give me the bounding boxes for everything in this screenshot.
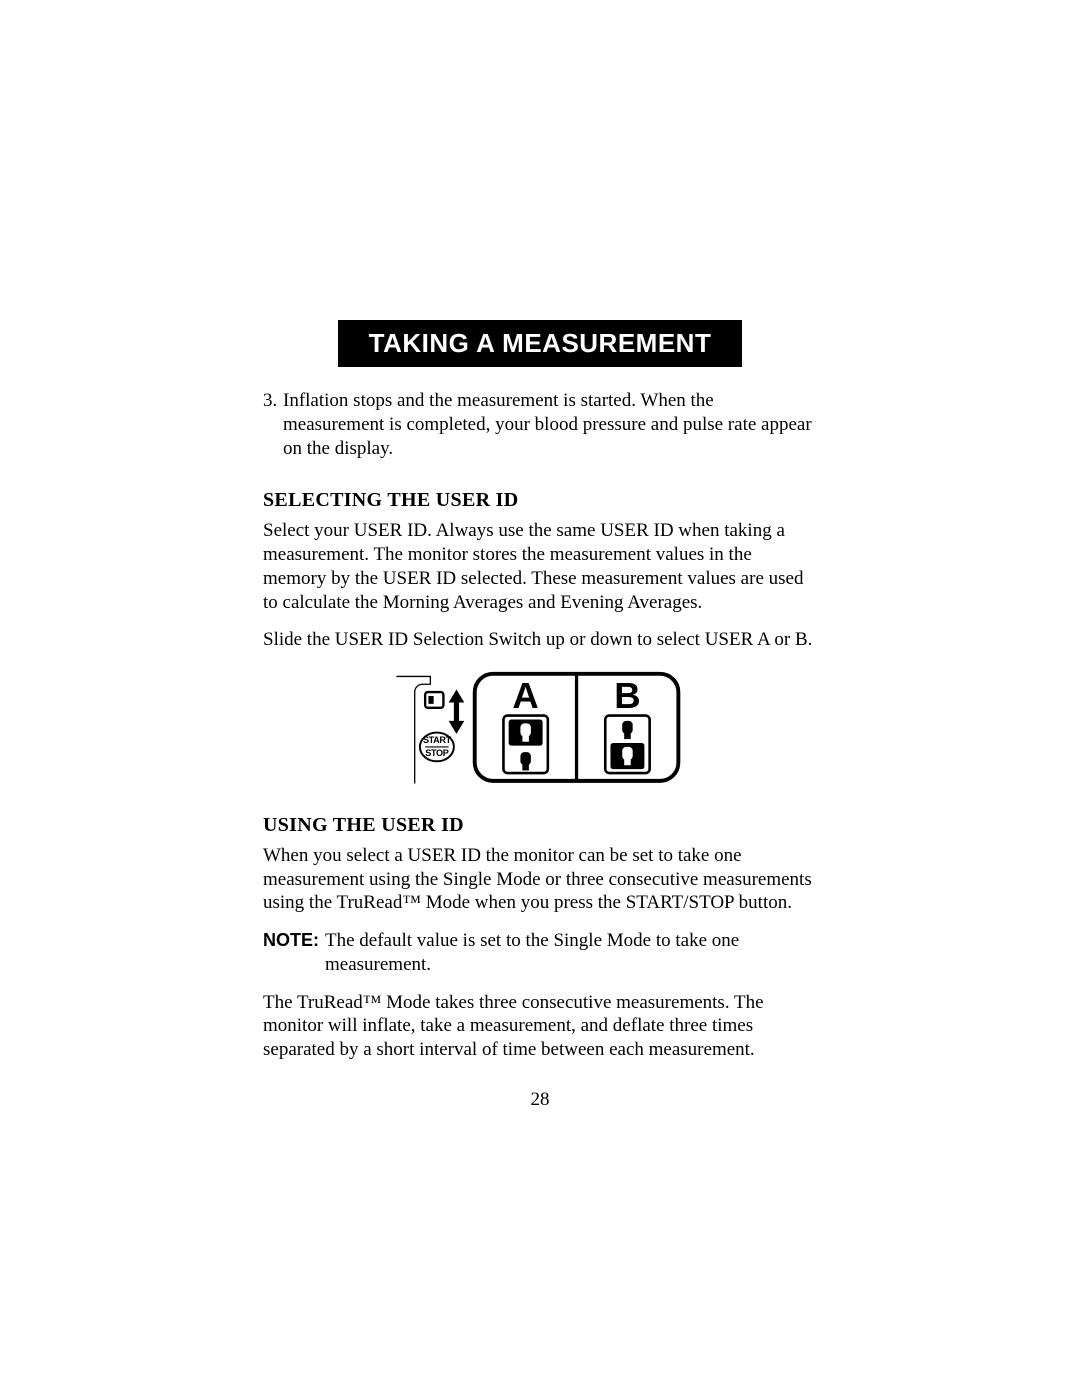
note-block: NOTE: The default value is set to the Si… — [263, 929, 817, 977]
selecting-para-1: Select your USER ID. Always use the same… — [263, 519, 817, 614]
step-3: 3. Inflation stops and the measurement i… — [263, 389, 817, 460]
label-a: A — [512, 675, 538, 716]
step-number: 3. — [263, 389, 283, 460]
switch-a-up: A — [503, 716, 547, 773]
using-para-2: The TruRead™ Mode takes three consecutiv… — [263, 991, 817, 1062]
step-text: Inflation stops and the measurement is s… — [283, 389, 817, 460]
page-title: TAKING A MEASUREMENT — [369, 328, 712, 358]
up-down-arrow-icon — [449, 689, 465, 733]
start-label: START — [423, 735, 452, 745]
manual-page: TAKING A MEASUREMENT 3. Inflation stops … — [0, 0, 1080, 1397]
start-stop-button-icon: START STOP — [420, 733, 454, 762]
page-title-bar: TAKING A MEASUREMENT — [338, 320, 742, 367]
label-b: B — [614, 675, 640, 716]
page-content: 3. Inflation stops and the measurement i… — [263, 389, 817, 1112]
heading-using-user-id: USING THE USER ID — [263, 813, 817, 838]
note-label: NOTE: — [263, 929, 319, 977]
heading-selecting-user-id: SELECTING THE USER ID — [263, 488, 817, 513]
selecting-para-2: Slide the USER ID Selection Switch up or… — [263, 628, 817, 652]
user-id-switch-diagram: START STOP A A — [396, 666, 684, 797]
stop-label: STOP — [425, 748, 448, 758]
small-a: A — [523, 735, 529, 744]
using-para-1: When you select a USER ID the monitor ca… — [263, 844, 817, 915]
page-number: 28 — [263, 1088, 817, 1112]
note-text: The default value is set to the Single M… — [325, 929, 817, 977]
switch-svg: START STOP A A — [396, 666, 684, 790]
small-b: B — [625, 758, 631, 767]
switch-b-down: B — [605, 716, 649, 773]
